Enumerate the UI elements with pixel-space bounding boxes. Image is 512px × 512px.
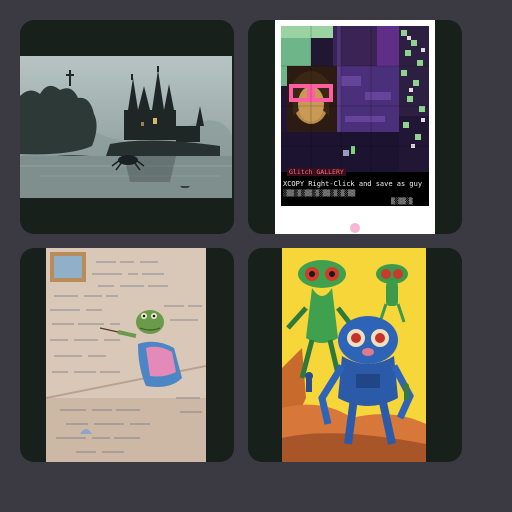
alien-poster-image [282, 248, 426, 462]
frog-equations-image [46, 248, 206, 462]
gallery-tile-frog-equations[interactable] [20, 248, 234, 462]
glitch-mona-lisa-image: Glitch GALLERY XCOPY Right-Click and sav… [275, 20, 435, 234]
gallery-tile-gothic-castle[interactable] [20, 20, 234, 234]
glitch-dither-row: ░▒▒░▒░▒▒░▒░▒▒░▒░▒░▒▒ [283, 190, 356, 197]
glitch-dither-row-2: ▒░▒▒░▒ [391, 198, 413, 205]
gallery-tile-glitch-mona-lisa[interactable]: Glitch GALLERY XCOPY Right-Click and sav… [248, 20, 462, 234]
glitch-caption-line: XCOPY Right-Click and save as guy [283, 180, 423, 188]
glitch-gallery-badge: Glitch GALLERY [287, 168, 346, 176]
gallery-tile-alien-poster[interactable] [248, 248, 462, 462]
glitch-screen: Glitch GALLERY XCOPY Right-Click and sav… [281, 26, 429, 206]
gothic-castle-image [20, 56, 232, 198]
